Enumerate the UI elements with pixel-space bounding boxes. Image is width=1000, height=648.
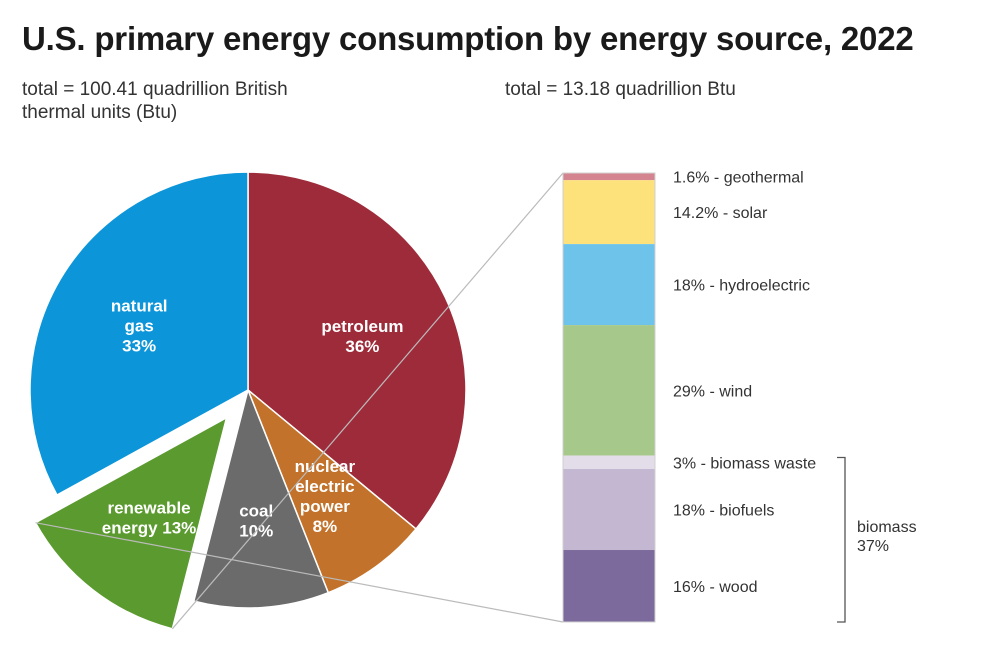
bar-label-hydroelectric: 18% - hydroelectric xyxy=(673,278,810,295)
bar-segment-solar xyxy=(563,180,655,245)
bar-label-solar: 14.2% - solar xyxy=(673,205,768,222)
subtitle-total-energy: total = 100.41 quadrillion British therm… xyxy=(22,79,288,123)
bar-segment-biomass-waste xyxy=(563,455,655,470)
pie-label-petroleum: petroleum 36% xyxy=(321,317,403,356)
pie-slice-coal xyxy=(192,387,330,609)
bar-outline xyxy=(562,172,656,623)
pie-slice-nuclear-electric-power xyxy=(247,389,418,594)
pie-label-natural-gas: natural gas 33% xyxy=(111,297,168,356)
chart-title: U.S. primary energy consumption by energ… xyxy=(22,20,914,57)
bar-label-wind: 29% - wind xyxy=(673,383,752,400)
pie-label-renewable-energy: renewable energy 13% xyxy=(102,499,197,538)
connector-lines xyxy=(35,172,564,630)
bar-segment-biofuels xyxy=(563,469,655,551)
pie-slice-petroleum xyxy=(247,171,467,531)
bar-segment-geothermal xyxy=(563,173,655,181)
bar-segment-wind xyxy=(563,325,655,456)
pie-label-coal: coal10% xyxy=(239,502,273,541)
connector-line-bottom xyxy=(35,522,564,623)
biomass-bracket xyxy=(837,456,846,623)
pie-label-nuclear-electric-power: nuclear electric power 8% xyxy=(295,457,356,536)
subtitle-total-renewable: total = 13.18 quadrillion Btu xyxy=(505,79,736,100)
pie-slice-natural-gas xyxy=(29,171,249,497)
bar-label-biofuels: 18% - biofuels xyxy=(673,503,774,520)
pie-slice-renewable-energy xyxy=(34,416,228,630)
biomass-group-label: biomass 37% xyxy=(857,519,917,555)
bar-label-biomass-waste: 3% - biomass waste xyxy=(673,455,816,472)
bar-label-geothermal: 1.6% - geothermal xyxy=(673,170,804,187)
connector-line-top xyxy=(171,172,564,630)
bar-segment-wood xyxy=(563,550,655,622)
bar-segment-hydroelectric xyxy=(563,244,655,326)
bar-label-wood: 16% - wood xyxy=(673,579,758,596)
renewable-stacked-bar: 1.6% - geothermal 14.2% - solar 18% - hydr… xyxy=(562,170,917,623)
